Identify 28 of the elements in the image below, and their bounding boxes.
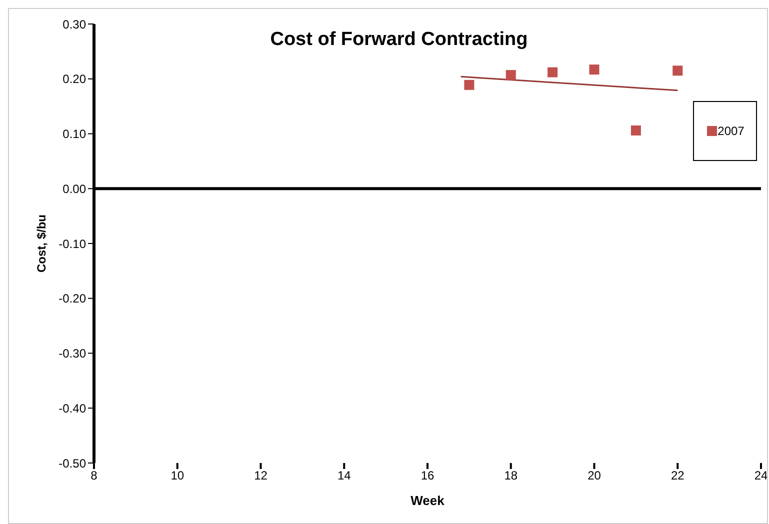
point: [548, 67, 558, 78]
x-tick-label: 14: [337, 468, 352, 483]
x-tick-label: 22: [670, 468, 685, 483]
x-tick-label: 18: [504, 468, 518, 483]
point: [672, 66, 683, 76]
x-tick-label: 12: [254, 468, 268, 483]
y-tick-label: 0.30: [62, 17, 86, 32]
point: [630, 125, 641, 136]
y-tick-label: -0.50: [58, 456, 86, 470]
point: [589, 64, 600, 75]
x-tick-label: 10: [170, 468, 184, 483]
y-tick-label: -0.10: [58, 236, 86, 251]
y-axis-title: Cost, $/bu: [34, 214, 48, 273]
x-axis-title: Week: [410, 493, 446, 508]
y-tick-label: -0.40: [58, 401, 86, 416]
point: [464, 80, 474, 90]
point: [506, 70, 516, 80]
y-tick-label: 0.20: [62, 72, 86, 86]
y-tick-label: -0.30: [58, 346, 86, 361]
legend-label: 2007: [716, 124, 744, 138]
x-tick-label: 8: [90, 468, 98, 483]
y-tick-label: 0.00: [62, 182, 86, 196]
y-tick-label: 0.10: [62, 127, 86, 142]
y-tick-label: -0.20: [58, 292, 86, 306]
chart-title: Cost of Forward Contracting: [269, 29, 529, 51]
x-tick-label: 20: [588, 468, 602, 483]
x-tick-label: 24: [754, 468, 768, 483]
x-tick-label: 16: [420, 468, 434, 483]
